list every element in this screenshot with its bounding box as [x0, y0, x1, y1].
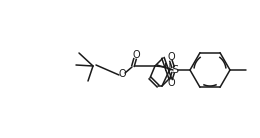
Text: N: N: [164, 63, 172, 73]
Text: S: S: [171, 65, 179, 75]
Text: O: O: [132, 50, 140, 60]
Text: O: O: [167, 52, 175, 62]
Text: O: O: [118, 69, 126, 79]
Text: O: O: [167, 78, 175, 88]
